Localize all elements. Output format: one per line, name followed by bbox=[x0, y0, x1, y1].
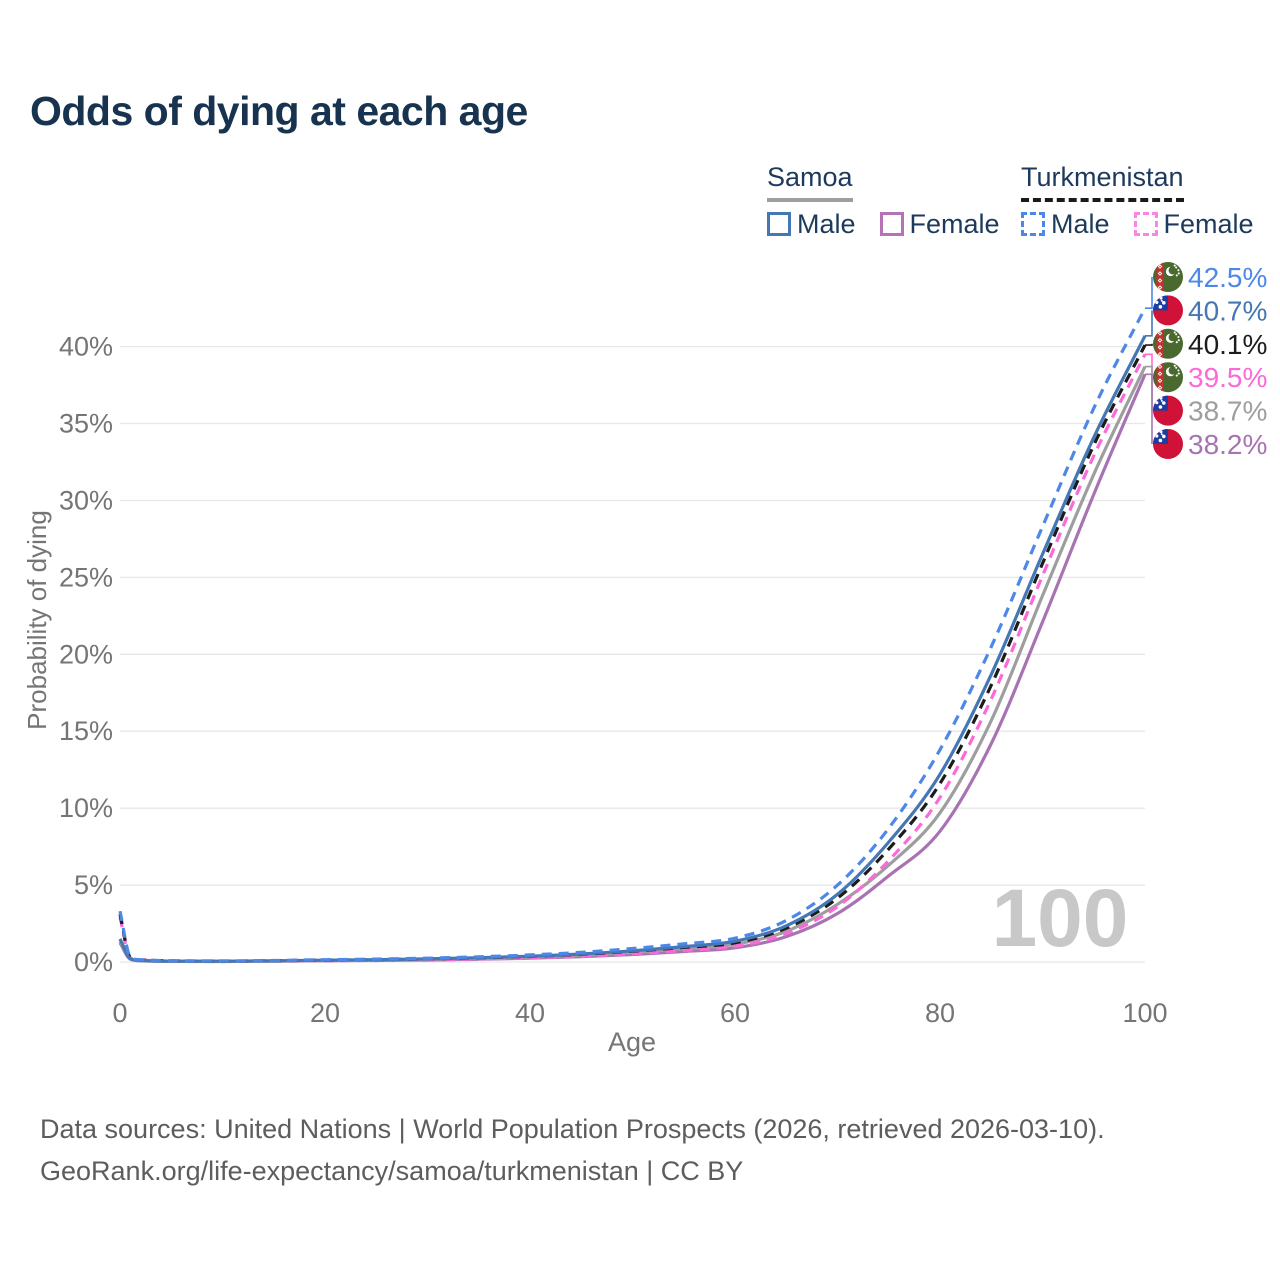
x-tick-label: 20 bbox=[310, 998, 340, 1028]
legend-group-turkmenistan: Turkmenistan Male Female bbox=[1021, 162, 1278, 239]
flag-icon-samoa bbox=[1153, 295, 1183, 326]
end-label-value-samoa-male: 40.7% bbox=[1188, 295, 1267, 326]
footer: Data sources: United Nations | World Pop… bbox=[40, 1108, 1105, 1192]
end-label-value-samoa-female: 38.2% bbox=[1188, 429, 1267, 460]
y-tick-label: 20% bbox=[59, 639, 113, 669]
x-axis-title: Age bbox=[608, 1027, 656, 1057]
x-tick-label: 100 bbox=[1122, 998, 1167, 1028]
y-tick-label: 25% bbox=[59, 562, 113, 592]
legend-swatch-turkmenistan-female bbox=[1133, 212, 1158, 237]
legend-item-turkmenistan-male[interactable]: Male bbox=[1021, 208, 1110, 239]
legend-swatch-samoa-male bbox=[767, 212, 791, 237]
gridlines bbox=[120, 345, 1145, 963]
attribution-text: GeoRank.org/life-expectancy/samoa/turkme… bbox=[40, 1156, 744, 1186]
y-tick-label: 5% bbox=[74, 870, 113, 900]
legend-label-samoa-male: Male bbox=[797, 208, 856, 239]
end-label-value-samoa-all: 38.7% bbox=[1188, 396, 1267, 427]
y-tick-label: 10% bbox=[59, 793, 113, 823]
legend-item-turkmenistan-female[interactable]: Female bbox=[1133, 208, 1254, 239]
label-connector-turkmenistan-male bbox=[1145, 277, 1153, 309]
label-connector-samoa-all bbox=[1145, 365, 1153, 411]
legend-swatch-samoa-female bbox=[879, 212, 904, 237]
y-tick-label: 15% bbox=[59, 716, 113, 746]
legend-label-turkmenistan-female: Female bbox=[1163, 208, 1254, 239]
series-line-samoa-male[interactable] bbox=[118, 335, 1147, 963]
x-tick-label: 0 bbox=[112, 998, 127, 1028]
y-axis-tick-labels: 0% 5% 10% 15% 20% 25% 30% 35% 40% bbox=[59, 332, 113, 977]
legend-label-samoa-female: Female bbox=[909, 208, 1000, 239]
series-line-turkmenistan-all[interactable] bbox=[118, 344, 1147, 963]
y-tick-label: 0% bbox=[74, 947, 113, 977]
x-tick-label: 40 bbox=[515, 998, 545, 1028]
series-line-turkmenistan-female[interactable] bbox=[118, 353, 1147, 963]
legend-header-samoa[interactable]: Samoa bbox=[767, 162, 853, 202]
data-source-text: Data sources: United Nations | World Pop… bbox=[40, 1114, 1105, 1144]
page-title: Odds of dying at each age bbox=[30, 88, 528, 134]
end-label-value-turkmenistan-all: 40.1% bbox=[1188, 329, 1267, 360]
label-connector-turkmenistan-all bbox=[1145, 343, 1153, 346]
legend-group-samoa: Samoa Male Female bbox=[767, 162, 1024, 239]
hover-age-indicator: 100 bbox=[992, 873, 1129, 964]
legend-label-turkmenistan-male: Male bbox=[1051, 208, 1110, 239]
flag-icon-samoa bbox=[1153, 395, 1183, 426]
legend-swatch-turkmenistan-male bbox=[1021, 212, 1045, 237]
series-line-turkmenistan-male[interactable] bbox=[118, 307, 1147, 963]
y-tick-label: 40% bbox=[59, 332, 113, 362]
label-connector-samoa-female bbox=[1145, 373, 1153, 444]
flag-icon-turkmenistan bbox=[1153, 328, 1183, 359]
y-tick-label: 30% bbox=[59, 486, 113, 516]
flag-icon-samoa bbox=[1153, 429, 1183, 459]
end-label-value-turkmenistan-male: 42.5% bbox=[1188, 262, 1267, 293]
end-label-value-turkmenistan-female: 39.5% bbox=[1188, 362, 1267, 393]
x-axis-tick-labels: 0 20 40 60 80 100 bbox=[112, 998, 1167, 1028]
x-tick-label: 80 bbox=[925, 998, 955, 1028]
end-label-connectors bbox=[1145, 277, 1153, 444]
y-axis-title: Probability of dying bbox=[22, 510, 52, 730]
series-lines bbox=[118, 307, 1147, 964]
x-tick-label: 60 bbox=[720, 998, 750, 1028]
legend-item-samoa-female[interactable]: Female bbox=[879, 208, 1000, 239]
flag-icon-turkmenistan bbox=[1153, 362, 1183, 393]
legend-item-samoa-male[interactable]: Male bbox=[767, 208, 856, 239]
label-connector-samoa-male bbox=[1145, 310, 1153, 337]
end-labels: 42.5%40.7%40.1%39.5%38.7%38.2% bbox=[1153, 262, 1267, 460]
legend-header-turkmenistan[interactable]: Turkmenistan bbox=[1021, 162, 1184, 202]
flag-icon-turkmenistan bbox=[1153, 262, 1183, 292]
y-tick-label: 35% bbox=[59, 409, 113, 439]
